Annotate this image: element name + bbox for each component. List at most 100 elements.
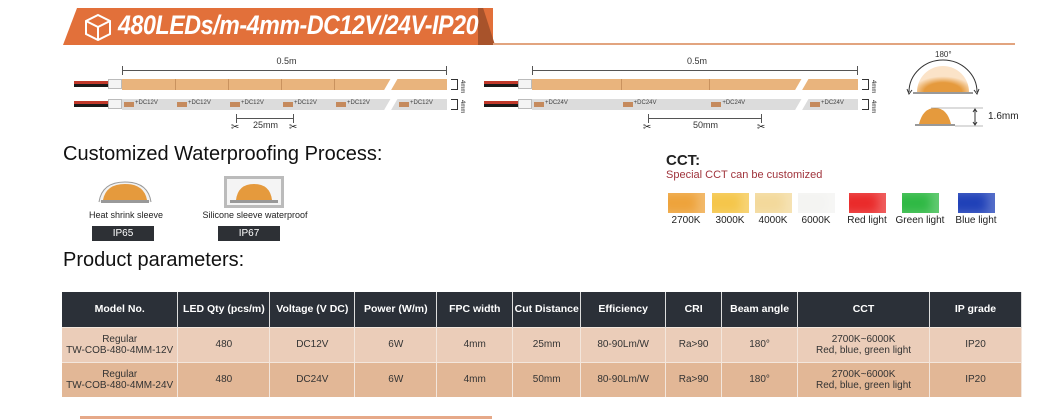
silicone-sleeve-icon	[224, 176, 284, 208]
cut-distance-label: 50mm	[693, 120, 719, 130]
cct-heading: CCT:	[666, 152, 701, 169]
fpc-cell: 4mm	[436, 361, 514, 397]
power-wire	[74, 81, 108, 87]
eff-cell: 80-90Lm/W	[580, 361, 667, 397]
section-divider	[80, 416, 492, 419]
product-parameters-heading: Product parameters:	[63, 249, 245, 271]
solder-pad	[534, 102, 544, 107]
width-label: 4mm	[870, 80, 876, 94]
length-label: 0.5m	[276, 56, 297, 66]
cct-swatch-label: Green light	[895, 215, 945, 226]
cut-line	[281, 79, 282, 90]
cct-colors: Red, blue, green light	[815, 379, 912, 391]
scissors-icon: ✂	[289, 122, 298, 133]
beam-angle-label: 180°	[935, 50, 952, 59]
beam-angle-diagram	[906, 59, 980, 96]
eff-cell: 80-90Lm/W	[580, 326, 667, 362]
solder-pad	[177, 102, 187, 107]
voltage-cell: DC12V	[269, 326, 356, 362]
width-label: 4mm	[870, 100, 876, 114]
column-header: Power (W/m)	[354, 292, 438, 327]
power-wire	[74, 101, 108, 107]
voltage-label: +DC12V	[135, 100, 158, 106]
width-label: 4mm	[459, 100, 465, 114]
column-header: Efficiency	[580, 292, 667, 327]
title-banner	[63, 8, 493, 45]
solder-pad	[230, 102, 240, 107]
ip-cell: IP20	[929, 361, 1023, 397]
cut-line	[334, 79, 335, 90]
cct-swatch-label: 6000K	[801, 215, 831, 226]
column-header: CCT	[797, 292, 930, 327]
column-header: Voltage (V DC)	[269, 292, 356, 327]
beam-cell: 180°	[721, 361, 799, 397]
scissors-icon: ✂	[757, 122, 766, 133]
cut-cell: 25mm	[512, 326, 582, 362]
banner-divider	[493, 43, 1015, 45]
cut-line	[228, 79, 229, 90]
width-dimension-mark	[451, 99, 458, 110]
width-dimension-mark	[862, 99, 869, 110]
length-dimension-line	[122, 66, 447, 75]
voltage-label: +DC12V	[410, 100, 433, 106]
column-header: FPC width	[436, 292, 514, 327]
power-cell: 6W	[354, 326, 438, 362]
length-label: 0.5m	[687, 56, 708, 66]
cut-cell: 50mm	[512, 361, 582, 397]
cube-box-icon	[85, 13, 111, 41]
cct-swatch	[902, 193, 939, 213]
column-header: LED Qty (pcs/m)	[177, 292, 271, 327]
power-wire	[484, 101, 518, 107]
cct-swatch	[798, 193, 835, 213]
heat-shrink-sleeve-icon	[98, 181, 152, 203]
column-header: Model No.	[62, 292, 179, 327]
scissors-icon: ✂	[231, 122, 240, 133]
wire-sleeve	[518, 79, 532, 89]
cct-swatch-label: Red light	[847, 215, 887, 226]
cct-swatch	[958, 193, 995, 213]
cct-swatch	[849, 193, 886, 213]
cut-dimension-line	[648, 114, 762, 123]
cct-cell: 2700K~6000K Red, blue, green light	[797, 361, 930, 397]
page-title: 480LEDs/m-4mm-DC12V/24V-IP20	[118, 10, 479, 40]
cct-note: Special CCT can be customized	[666, 169, 823, 181]
column-header: IP grade	[929, 292, 1023, 327]
model-cell: Regular TW-COB-480-4MM-12V	[62, 326, 179, 362]
ip-rating-badge: IP65	[92, 226, 154, 241]
strip-front-view	[122, 79, 447, 90]
profile-height-diagram	[915, 107, 983, 127]
cri-cell: Ra>90	[665, 326, 723, 362]
waterproof-option-label: Silicone sleeve waterproof	[202, 210, 308, 220]
strip-front-view	[532, 79, 858, 90]
qty-cell: 480	[177, 361, 271, 397]
cct-range: 2700K~6000K	[831, 333, 896, 345]
voltage-label: +DC24V	[545, 100, 568, 106]
ip-cell: IP20	[929, 326, 1023, 362]
solder-pad	[622, 102, 633, 107]
cct-swatch-label: 2700K	[671, 215, 701, 226]
wire-sleeve	[518, 99, 532, 109]
solder-pad	[711, 102, 722, 107]
beam-cell: 180°	[721, 326, 799, 362]
cct-swatch	[755, 193, 792, 213]
scissors-icon: ✂	[643, 122, 652, 133]
model-cell: Regular TW-COB-480-4MM-24V	[62, 361, 179, 397]
width-label: 4mm	[459, 80, 465, 94]
cri-cell: Ra>90	[665, 361, 723, 397]
model-number: TW-COB-480-4MM-12V	[66, 344, 174, 356]
solder-pad	[399, 102, 409, 107]
voltage-label: +DC12V	[347, 100, 370, 106]
voltage-cell: DC24V	[269, 361, 356, 397]
ip-rating-badge: IP67	[218, 226, 280, 241]
column-header: Cut Distance	[512, 292, 582, 327]
cut-dimension-line	[236, 114, 294, 123]
strip-back-view	[532, 99, 858, 110]
cut-line	[709, 79, 711, 90]
table-row: Regular TW-COB-480-4MM-12V 480 DC12V 6W 4mm 2…	[62, 326, 1023, 362]
cct-swatch-label: 3000K	[715, 215, 745, 226]
voltage-label: +DC24V	[722, 100, 746, 106]
waterproof-heading: Customized Waterproofing Process:	[63, 143, 383, 165]
solder-pad	[336, 102, 346, 107]
fpc-cell: 4mm	[436, 326, 514, 362]
voltage-label: +DC12V	[188, 100, 211, 106]
